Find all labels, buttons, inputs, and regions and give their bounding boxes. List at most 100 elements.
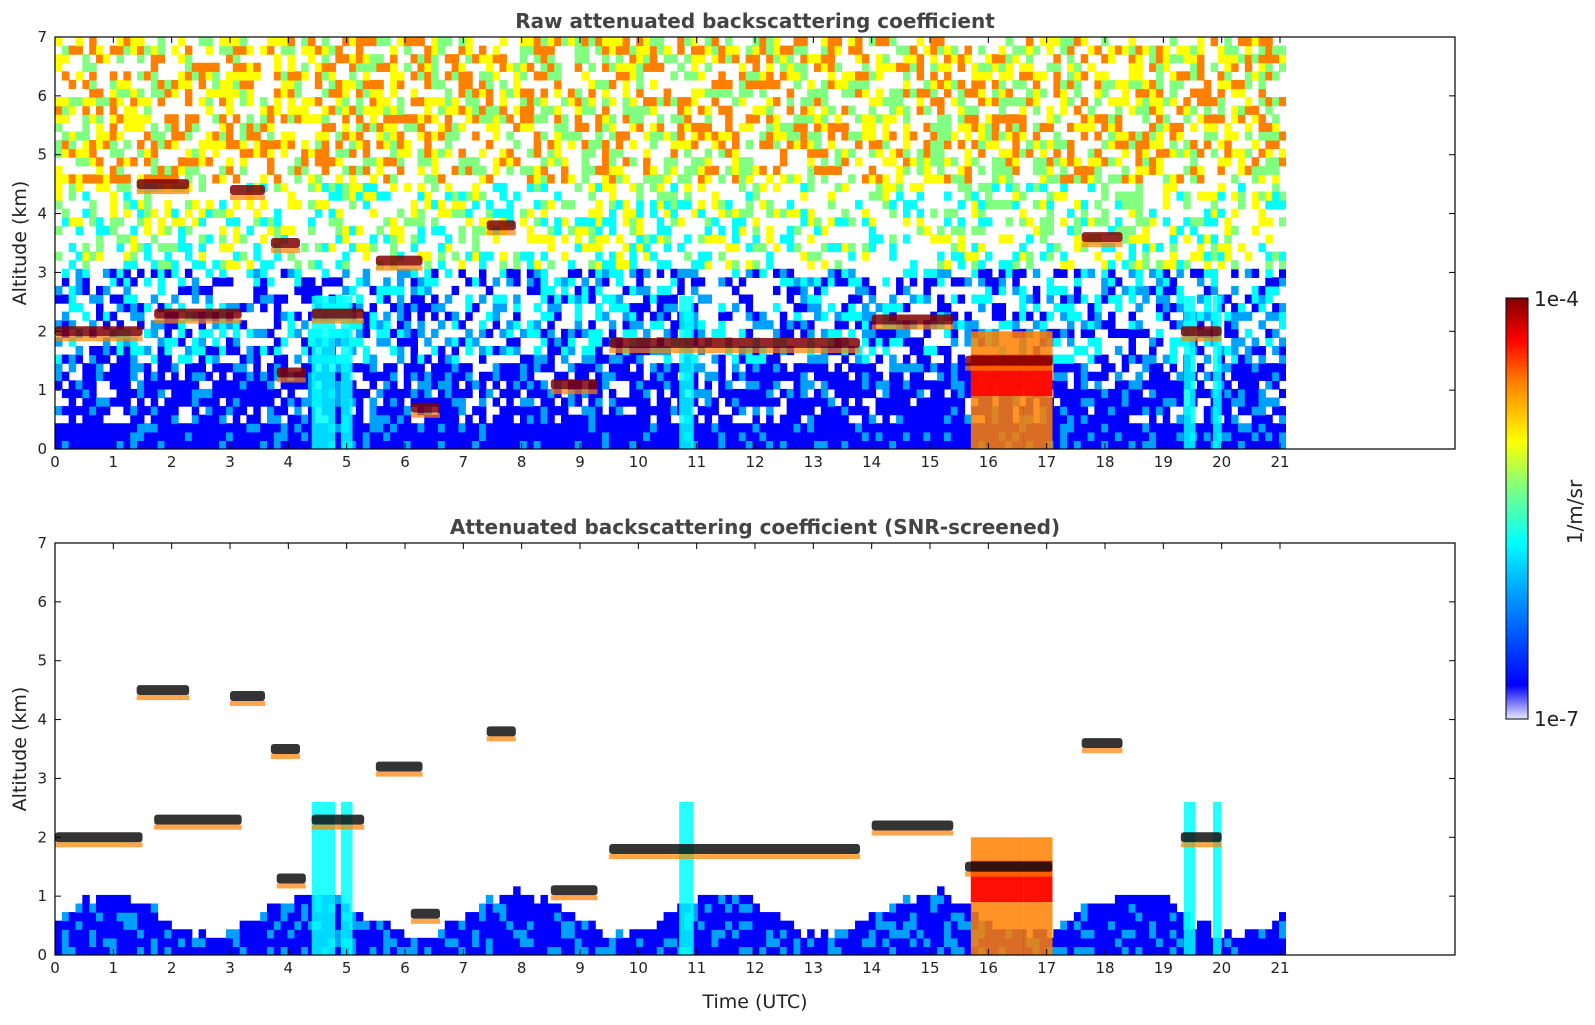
heatmap-cell — [232, 380, 241, 390]
heatmap-cell — [137, 320, 145, 330]
heatmap-cell — [759, 397, 767, 407]
heatmap-cell — [902, 234, 911, 244]
heatmap-cell — [1053, 371, 1061, 381]
heatmap-cell — [116, 346, 124, 356]
heatmap-cell — [403, 62, 412, 72]
heatmap-cell — [1053, 380, 1061, 390]
heatmap-cell — [684, 182, 692, 193]
heatmap-cell — [437, 148, 446, 158]
heatmap-cell — [150, 54, 159, 64]
heatmap-cell — [1053, 388, 1061, 399]
heatmap-cell — [547, 54, 555, 64]
heatmap-cell — [1114, 45, 1123, 55]
heatmap-cell — [752, 71, 760, 81]
heatmap-cell — [882, 122, 890, 133]
heatmap-cell — [96, 54, 104, 64]
heatmap-cell — [711, 423, 719, 433]
heatmap-cell — [752, 62, 760, 72]
heatmap-cell — [834, 122, 842, 133]
heatmap-cell — [1046, 191, 1054, 201]
heatmap-cell — [759, 320, 767, 330]
heatmap-cell — [96, 243, 104, 253]
heatmap-cell — [157, 174, 166, 184]
heatmap-cell — [793, 174, 801, 184]
heatmap-cell — [588, 354, 596, 364]
heatmap-cell — [834, 157, 842, 167]
heatmap-cell — [349, 423, 357, 433]
heatmap-cell — [800, 105, 808, 115]
heatmap-cell — [61, 54, 70, 64]
heatmap-cell — [198, 251, 207, 261]
heatmap-cell — [533, 182, 542, 193]
heatmap-cell — [61, 174, 70, 184]
heatmap-cell — [458, 208, 466, 218]
heatmap-cell — [355, 337, 364, 347]
heatmap-cell — [718, 105, 726, 115]
heatmap-cell — [403, 380, 412, 390]
heatmap-cell — [752, 388, 760, 399]
heatmap-cell — [499, 303, 507, 313]
heatmap-cell — [519, 88, 528, 98]
heatmap-cell — [1025, 88, 1034, 98]
heatmap-cell — [615, 62, 624, 72]
heatmap-cell — [1060, 294, 1068, 304]
heatmap-cell — [998, 131, 1007, 141]
heatmap-cell — [1135, 208, 1143, 218]
heatmap-cell — [478, 165, 487, 175]
heatmap-cell — [902, 440, 911, 449]
heatmap-cell — [205, 200, 213, 210]
heatmap-cell — [957, 251, 966, 261]
heatmap-cell — [909, 423, 918, 433]
heatmap-cell — [786, 200, 795, 210]
heatmap-cell — [1183, 148, 1191, 158]
heatmap-cell — [1046, 277, 1054, 287]
heatmap-cell — [1162, 268, 1171, 278]
heatmap-cell — [1155, 285, 1164, 296]
heatmap-cell — [458, 122, 466, 133]
heatmap-cell — [417, 191, 425, 201]
heatmap-cell — [150, 45, 159, 55]
heatmap-cell — [800, 45, 808, 55]
heatmap-cell — [690, 363, 699, 373]
heatmap-cell — [684, 234, 692, 244]
heatmap-cell — [991, 88, 1000, 98]
heatmap-cell — [130, 105, 138, 115]
heatmap-cell — [1142, 45, 1150, 55]
heatmap-cell — [1032, 303, 1041, 313]
heatmap-cell — [1039, 234, 1048, 244]
heatmap-cell — [1005, 114, 1013, 124]
heatmap-cell — [253, 243, 261, 253]
heatmap-cell — [855, 131, 863, 141]
heatmap-cell — [855, 140, 863, 150]
heatmap-cell — [1046, 243, 1054, 253]
heatmap-cell — [540, 388, 548, 399]
heatmap-cell — [130, 251, 138, 261]
heatmap-cell — [55, 114, 63, 124]
heatmap-cell — [123, 71, 131, 81]
heatmap-cell — [855, 397, 863, 407]
heatmap-cell — [376, 191, 384, 201]
heatmap-cell — [472, 54, 480, 64]
heatmap-cell — [807, 251, 815, 261]
heatmap-cell — [308, 97, 316, 107]
heatmap-cell — [123, 105, 131, 115]
heatmap-cell — [198, 37, 207, 47]
heatmap-cell — [855, 45, 863, 55]
heatmap-cell — [362, 88, 371, 98]
heatmap-cell — [574, 54, 583, 64]
heatmap-cell — [581, 54, 589, 64]
heatmap-cell — [533, 217, 542, 227]
heatmap-cell — [335, 303, 343, 313]
heatmap-cell — [752, 37, 760, 47]
heatmap-cell — [554, 191, 562, 201]
heatmap-cell — [287, 131, 295, 141]
heatmap-cell — [766, 320, 774, 330]
heatmap-cell — [670, 157, 678, 167]
heatmap-cell — [950, 440, 959, 449]
heatmap-cell — [253, 388, 261, 399]
heatmap-cell — [718, 234, 726, 244]
heatmap-cell — [855, 157, 863, 167]
heatmap-cell — [362, 54, 371, 64]
heatmap-cell — [1094, 148, 1102, 158]
heatmap-cell — [725, 37, 733, 47]
